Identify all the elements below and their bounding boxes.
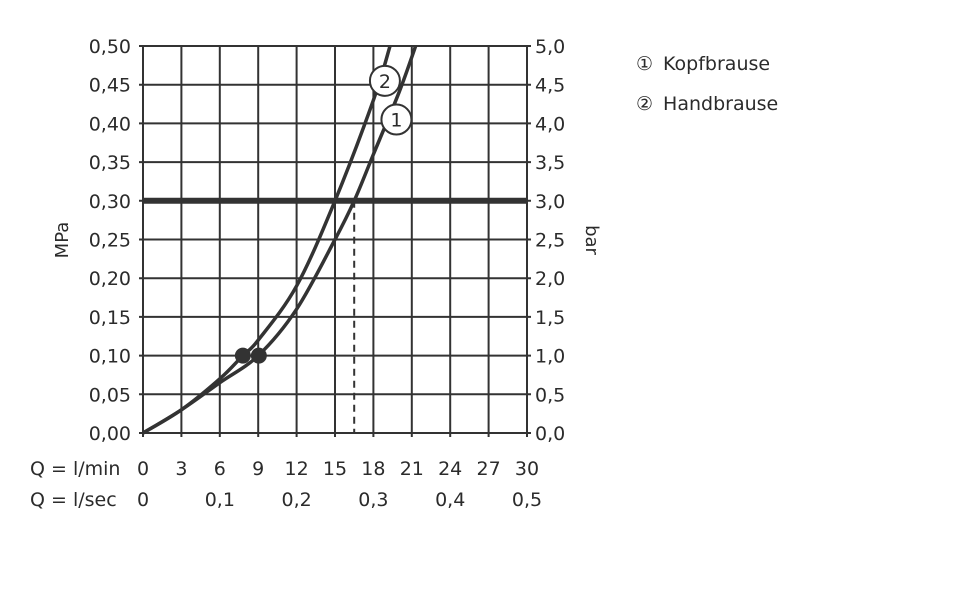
- legend-item: ① Kopfbrause: [636, 44, 778, 84]
- y2-tick-label: 2,5: [535, 230, 565, 252]
- x-tick-label-lmin: 9: [252, 458, 264, 480]
- x-tick-label-lsec: 0,4: [435, 489, 465, 511]
- y-tick-label: 0,50: [89, 36, 131, 58]
- x-tick-label-lmin: 30: [515, 458, 539, 480]
- series-label-circle: [368, 64, 401, 97]
- y2-tick-label: 1,5: [535, 307, 565, 329]
- legend-marker: ②: [636, 93, 654, 115]
- series-label-circle: [380, 103, 413, 136]
- x-tick-label-lsec: 0,2: [281, 489, 311, 511]
- y-tick-label: 0,20: [89, 268, 131, 290]
- y-tick-label: 0,45: [89, 75, 131, 97]
- legend-item: ② Handbrause: [636, 84, 778, 124]
- y2-tick-label: 4,5: [535, 75, 565, 97]
- x-tick-label-lmin: 6: [214, 458, 226, 480]
- y-tick-label: 0,15: [89, 307, 131, 329]
- y2-tick-label: 1,0: [535, 346, 565, 368]
- legend-marker: ①: [636, 53, 654, 75]
- x-tick-label-lsec: 0,3: [358, 489, 388, 511]
- x-tick-label-lmin: 18: [361, 458, 385, 480]
- x-tick-label-lmin: 0: [137, 458, 149, 480]
- series-dot-2: [234, 347, 251, 364]
- x-tick-label-lmin: 12: [285, 458, 309, 480]
- y2-tick-label: 3,0: [535, 191, 565, 213]
- y-tick-label: 0,40: [89, 113, 131, 135]
- y-tick-label: 0,00: [89, 423, 131, 445]
- x-tick-label-lmin: 21: [400, 458, 424, 480]
- series-curve-2: [142, 45, 392, 435]
- legend: ① Kopfbrause ② Handbrause: [636, 44, 778, 124]
- y-tick-label: 0,30: [89, 191, 131, 213]
- y-tick-label: 0,10: [89, 346, 131, 368]
- legend-label: Kopfbrause: [663, 53, 771, 75]
- y-tick-label: 0,35: [89, 152, 131, 174]
- y2-tick-label: 5,0: [535, 36, 565, 58]
- y2-tick-label: 0,0: [535, 423, 565, 445]
- y2-tick-label: 0,5: [535, 384, 565, 406]
- y-tick-label: 0,05: [89, 384, 131, 406]
- x-tick-label-lmin: 15: [323, 458, 347, 480]
- x-tick-label-lmin: 24: [438, 458, 462, 480]
- y-axis-label: MPa: [52, 222, 73, 259]
- y-tick-label: 0,25: [89, 230, 131, 252]
- series-label-1: 1: [390, 110, 402, 132]
- y2-tick-label: 4,0: [535, 113, 565, 135]
- x-tick-label-lsec: 0: [137, 489, 149, 511]
- x-tick-label-lmin: 27: [477, 458, 501, 480]
- x-tick-label-lsec: 0,1: [205, 489, 235, 511]
- x-tick-label-lmin: 3: [175, 458, 187, 480]
- x-row1-label: Q = l/min: [30, 458, 120, 480]
- x-tick-label-lsec: 0,5: [512, 489, 542, 511]
- legend-label: Handbrause: [663, 93, 779, 115]
- series-dot-1: [250, 347, 267, 364]
- y2-tick-label: 2,0: [535, 268, 565, 290]
- y2-axis-label: bar: [581, 225, 602, 255]
- x-row2-label: Q = l/sec: [30, 489, 117, 511]
- series-label-2: 2: [379, 71, 391, 93]
- y2-tick-label: 3,5: [535, 152, 565, 174]
